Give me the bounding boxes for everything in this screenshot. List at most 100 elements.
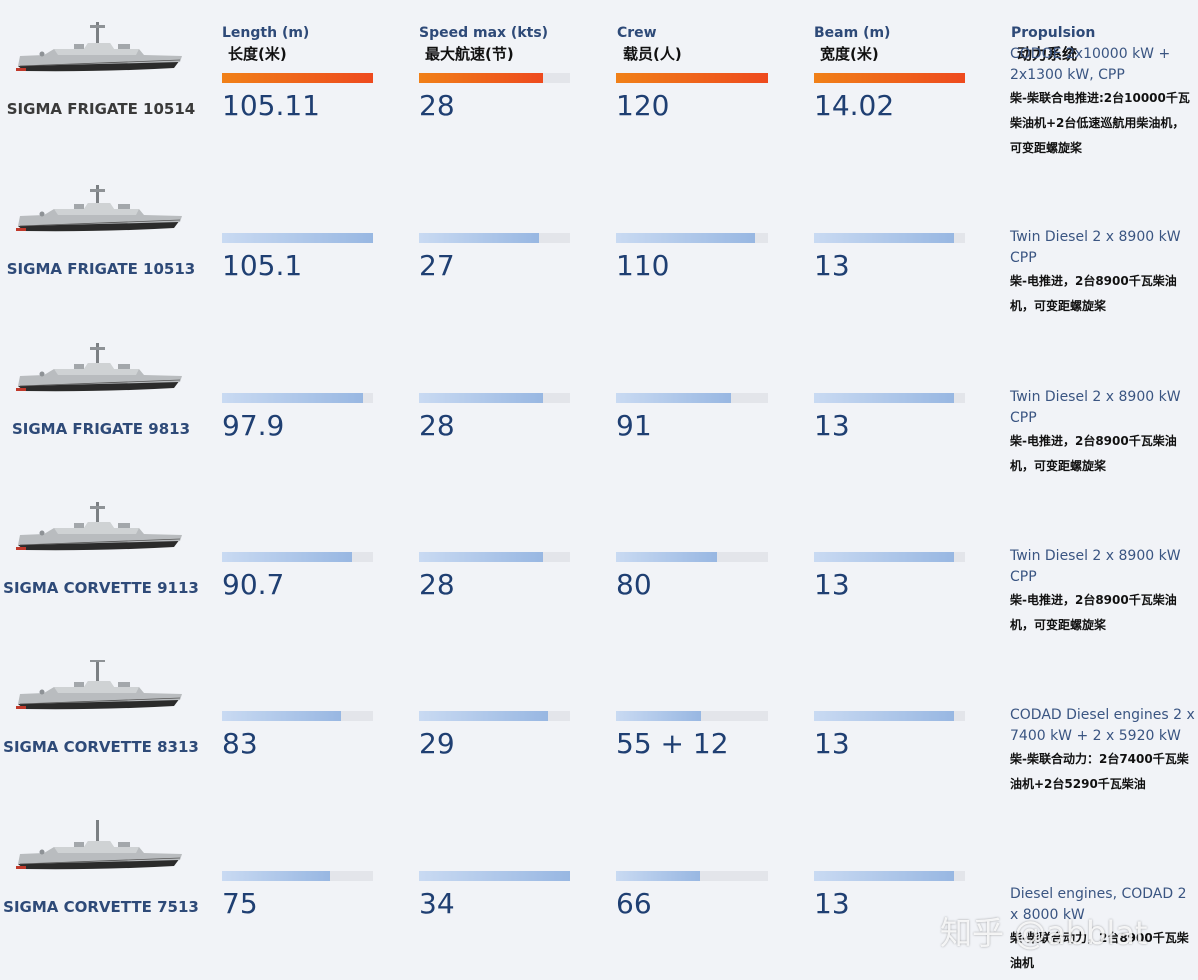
column-header-zh: 长度(米) <box>228 45 287 63</box>
ship-image <box>14 501 186 557</box>
column-header-en: Crew <box>617 25 657 41</box>
bar-fill-crew <box>616 73 768 83</box>
ship-image <box>14 342 186 398</box>
bar-track <box>616 393 768 403</box>
ship-silhouette-icon <box>16 502 182 551</box>
propulsion-zh: 柴-柴联合动力：2台7400千瓦柴油机+2台5290千瓦柴油 <box>1010 752 1189 791</box>
bar-track <box>616 871 768 881</box>
bar-track <box>419 393 570 403</box>
column-header-crew: Crew 载员(人) <box>617 24 682 64</box>
bar-fill-speed <box>419 393 543 403</box>
column-header-length: Length (m) 长度(米) <box>222 24 309 64</box>
bar-track <box>222 393 373 403</box>
column-header-en: Speed max (kts) <box>419 25 549 41</box>
value-speed: 28 <box>419 409 455 442</box>
column-header-zh: 宽度(米) <box>820 45 879 63</box>
table-row: SIGMA FRIGATE 10514 105.11 28 120 14.02 CODOE… <box>0 0 1198 160</box>
propulsion-cell: Twin Diesel 2 x 8900 kW CPP 柴-电推进，2台8900千… <box>1010 227 1196 319</box>
value-crew: 110 <box>616 249 670 282</box>
bar-fill-length <box>222 871 330 881</box>
ship-image <box>14 182 186 238</box>
bar-track <box>419 73 570 83</box>
bar-fill-length <box>222 233 373 243</box>
bar-fill-length <box>222 393 363 403</box>
column-header-en: Propulsion <box>1011 25 1096 41</box>
value-beam: 13 <box>814 727 850 760</box>
column-header-en: Length (m) <box>222 25 310 41</box>
bar-track <box>222 73 373 83</box>
column-header-speed: Speed max (kts) 最大航速(节) <box>419 24 548 64</box>
propulsion-cell: Twin Diesel 2 x 8900 kW CPP 柴-电推进，2台8900千… <box>1010 387 1196 479</box>
value-speed: 27 <box>419 249 455 282</box>
propulsion-en: Twin Diesel 2 x 8900 kW CPP <box>1010 548 1181 585</box>
bar-track <box>814 393 965 403</box>
value-length: 97.9 <box>222 409 285 442</box>
propulsion-cell: CODOE 2x10000 kW + 2x1300 kW, CPP 柴-柴联合电推… <box>1010 44 1196 161</box>
ship-image <box>14 813 186 876</box>
column-header-zh: 最大航速(节) <box>425 45 514 63</box>
bar-fill-beam <box>814 871 954 881</box>
column-header-zh: 载员(人) <box>623 45 682 63</box>
bar-track <box>419 233 570 243</box>
value-speed: 28 <box>419 568 455 601</box>
bar-fill-speed <box>419 871 570 881</box>
bar-fill-beam <box>814 711 954 721</box>
bar-fill-crew <box>616 393 731 403</box>
propulsion-zh: 柴-电推进，2台8900千瓦柴油机，可变距螺旋桨 <box>1010 593 1177 632</box>
value-crew: 66 <box>616 887 652 920</box>
value-crew: 120 <box>616 89 670 122</box>
value-beam: 13 <box>814 249 850 282</box>
bar-fill-beam <box>814 233 954 243</box>
bar-fill-length <box>222 711 341 721</box>
value-speed: 34 <box>419 887 455 920</box>
column-header-propulsion: Propulsion 动力系统 <box>1011 24 1095 64</box>
propulsion-zh: 柴-电推进，2台8900千瓦柴油机，可变距螺旋桨 <box>1010 274 1177 313</box>
bar-track <box>222 711 373 721</box>
watermark: 知乎 @abblat <box>940 914 1148 952</box>
propulsion-cell: CODAD Diesel engines 2 x 7400 kW + 2 x 5… <box>1010 705 1196 797</box>
propulsion-zh: 柴-柴联合动力，2台8900千瓦柴油机 <box>1010 931 1189 970</box>
ship-image <box>14 21 186 78</box>
bar-track <box>222 552 373 562</box>
ship-name: SIGMA FRIGATE 10513 <box>6 260 196 278</box>
bar-track <box>616 73 768 83</box>
table-row: SIGMA CORVETTE 7513 75 34 66 13 Diesel engine… <box>0 798 1198 970</box>
ship-silhouette-icon <box>16 655 182 710</box>
propulsion-en: CODAD Diesel engines 2 x 7400 kW + 2 x 5… <box>1010 707 1195 744</box>
table-row: SIGMA CORVETTE 9113 90.7 28 80 13 Twin Diesel… <box>0 479 1198 639</box>
bar-fill-length <box>222 73 373 83</box>
bar-fill-crew <box>616 552 717 562</box>
ship-name: SIGMA FRIGATE 9813 <box>11 420 191 438</box>
propulsion-cell: Twin Diesel 2 x 8900 kW CPP 柴-电推进，2台8900千… <box>1010 546 1196 638</box>
value-length: 105.1 <box>222 249 303 282</box>
bar-fill-length <box>222 552 352 562</box>
ship-name: SIGMA FRIGATE 10514 <box>6 100 196 118</box>
bar-track <box>419 871 570 881</box>
column-header-en: Beam (m) <box>814 25 891 41</box>
ship-name: SIGMA CORVETTE 7513 <box>3 898 199 916</box>
value-crew: 80 <box>616 568 652 601</box>
ship-silhouette-icon <box>16 21 182 72</box>
bar-fill-speed <box>419 552 543 562</box>
value-length: 90.7 <box>222 568 285 601</box>
column-header-beam: Beam (m) 宽度(米) <box>814 24 890 64</box>
bar-track <box>814 73 965 83</box>
value-speed: 28 <box>419 89 455 122</box>
propulsion-zh: 柴-电推进，2台8900千瓦柴油机，可变距螺旋桨 <box>1010 434 1177 473</box>
ship-name: SIGMA CORVETTE 8313 <box>3 738 199 756</box>
bar-fill-speed <box>419 233 539 243</box>
bar-fill-speed <box>419 73 543 83</box>
propulsion-en: CODOE 2x10000 kW + 2x1300 kW, CPP <box>1010 46 1171 83</box>
value-beam: 14.02 <box>814 89 895 122</box>
bar-track <box>419 711 570 721</box>
table-row: SIGMA FRIGATE 9813 97.9 28 91 13 Twin Diesel … <box>0 320 1198 480</box>
ship-name: SIGMA CORVETTE 9113 <box>3 579 199 597</box>
bar-track <box>814 711 965 721</box>
table-row: SIGMA FRIGATE 10513 105.1 27 110 13 Twin Dies… <box>0 160 1198 320</box>
bar-track <box>616 711 768 721</box>
bar-fill-crew <box>616 711 701 721</box>
value-beam: 13 <box>814 409 850 442</box>
bar-track <box>222 871 373 881</box>
column-header-zh: 动力系统 <box>1017 45 1078 63</box>
ship-silhouette-icon <box>16 813 182 870</box>
